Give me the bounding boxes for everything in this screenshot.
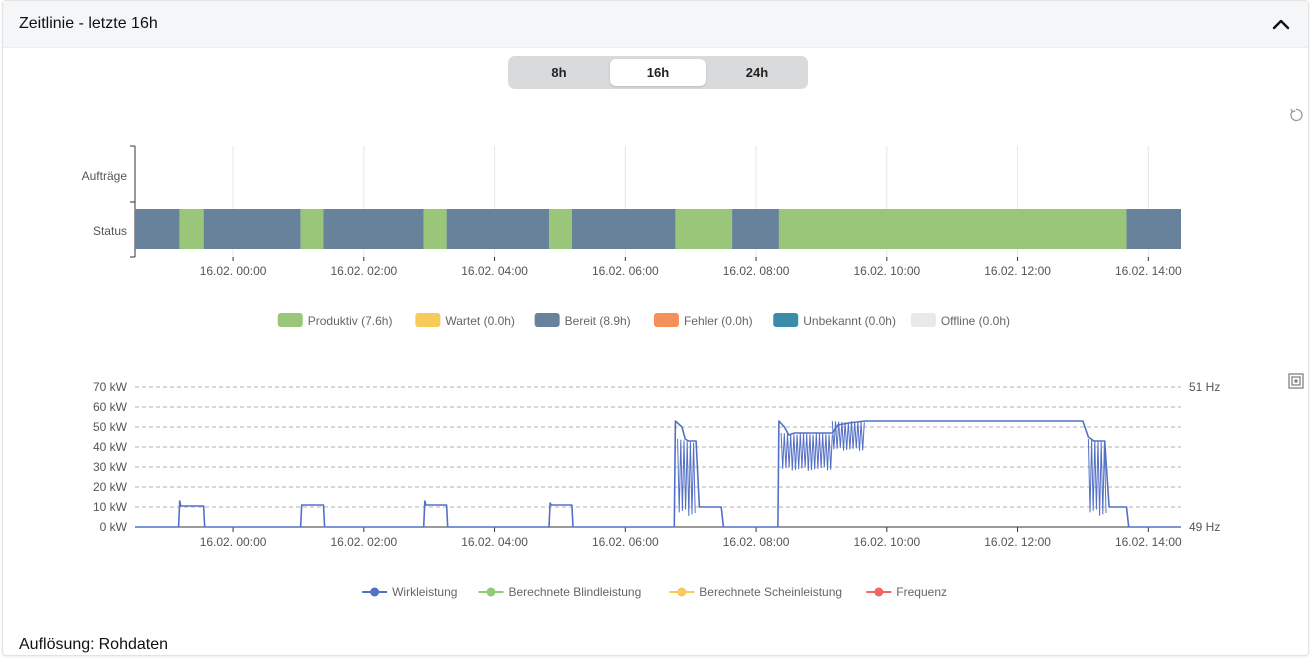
status-segment [179,209,204,249]
x-tick-label: 16.02. 14:00 [1115,264,1182,278]
legend-item: Frequenz [866,585,947,599]
legend-label: Unbekannt (0.0h) [803,314,896,328]
status-segment [446,209,550,249]
y-tick-label: 30 kW [93,460,128,474]
status-segment [571,209,676,249]
status-timeline-chart: Aufträge Status 16.02. 00:00 16.02. 02:00 16… [82,145,1182,328]
x-tick-label: 16.02. 00:00 [200,535,267,549]
wirkleistung-line [135,420,1181,528]
status-segment [1126,209,1181,249]
legend-swatch [534,313,560,327]
y-category-label: Aufträge [82,169,128,183]
legend-item: Fehler (0.0h) [653,313,753,328]
x-tick-label: 16.02. 10:00 [853,535,920,549]
legend-item: Wirkleistung [362,585,457,599]
legend-marker [874,587,884,597]
legend-label: Berechnete Blindleistung [509,585,642,599]
legend-swatch [910,313,936,327]
x-tick-label: 16.02. 12:00 [984,535,1051,549]
legend-label: Berechnete Scheinleistung [699,585,842,599]
y-tick-label: 10 kW [93,500,128,514]
wirkleistung-oscillation [1087,438,1107,516]
y-tick-label: 0 kW [100,520,128,534]
range-option-24h[interactable]: 24h [745,65,769,80]
y-tick-label: 60 kW [93,400,128,414]
legend-label: Offline (0.0h) [941,314,1010,328]
legend-item: Berechnete Scheinleistung [669,585,842,599]
legend-label: Frequenz [896,585,947,599]
legend-label: Wartet (0.0h) [445,314,515,328]
legend-swatch [415,313,441,327]
legend-item: Produktiv (7.6h) [277,313,393,328]
legend-swatch [653,313,679,327]
resolution-value: Rohdaten [98,636,168,653]
range-option-16h[interactable]: 16h [610,59,706,86]
y-tick-label: 50 kW [93,420,128,434]
status-segment [778,209,1127,249]
status-legend: Produktiv (7.6h) Wartet (0.0h) Bereit (8.9… [277,313,1010,328]
chevron-up-icon[interactable] [1270,13,1292,35]
legend-item: Offline (0.0h) [910,313,1010,328]
legend-swatch [773,313,799,327]
legend-label: Produktiv (7.6h) [308,314,393,328]
power-line-chart: 0 kW 10 kW 20 kW 30 kW 40 kW 50 kW 60 kW 70 kW 5… [93,380,1220,599]
x-tick-label: 16.02. 10:00 [853,264,920,278]
y2-tick-label: 51 Hz [1189,380,1220,394]
x-tick-label: 16.02. 08:00 [723,264,790,278]
card-title: Zeitlinie - letzte 16h [19,15,158,32]
status-segment [323,209,424,249]
x-tick-label: 16.02. 06:00 [592,264,659,278]
y-category-label: Status [93,224,127,238]
status-segment [300,209,324,249]
card-header[interactable]: Zeitlinie - letzte 16h [3,1,1308,48]
range-selector: 8h 16h 24h [508,56,808,89]
legend-marker [677,587,687,597]
wirkleistung-oscillation [780,432,833,471]
status-segment [203,209,301,249]
legend-swatch [277,313,303,327]
x-tick-label: 16.02. 02:00 [330,264,397,278]
resolution-info: Auflösung: Rohdaten [19,636,172,654]
x-tick-label: 16.02. 02:00 [330,535,397,549]
restore-icon[interactable] [1286,105,1306,125]
legend-item: Berechnete Blindleistung [478,585,642,599]
y-tick-label: 20 kW [93,480,128,494]
legend-label: Wirkleistung [392,585,457,599]
x-tick-label: 16.02. 00:00 [200,264,267,278]
wirkleistung-oscillation [677,438,696,516]
status-segment [549,209,572,249]
x-tick-label: 16.02. 14:00 [1115,535,1182,549]
y2-tick-label: 49 Hz [1189,520,1220,534]
y-tick-label: 40 kW [93,440,128,454]
legend-item: Bereit (8.9h) [534,313,631,328]
legend-label: Fehler (0.0h) [684,314,753,328]
legend-item: Unbekannt (0.0h) [773,313,896,328]
x-tick-label: 16.02. 08:00 [723,535,790,549]
resolution-label: Auflösung: [19,636,95,653]
data-zoom-icon[interactable] [1287,372,1305,390]
status-segment [135,209,180,249]
legend-marker [486,587,496,597]
status-segment [675,209,733,249]
x-tick-label: 16.02. 06:00 [592,535,659,549]
y-tick-label: 70 kW [93,380,128,394]
x-tick-label: 16.02. 04:00 [461,535,528,549]
legend-item: Wartet (0.0h) [415,313,515,328]
x-tick-label: 16.02. 12:00 [984,264,1051,278]
status-segment [732,209,779,249]
legend-label: Bereit (8.9h) [565,314,631,328]
status-segment [423,209,447,249]
legend-marker [370,587,380,597]
power-legend: Wirkleistung Berechnete Blindleistung Bere… [362,585,947,599]
x-tick-label: 16.02. 04:00 [461,264,528,278]
range-option-8h[interactable]: 8h [551,65,567,80]
